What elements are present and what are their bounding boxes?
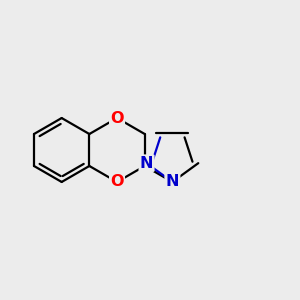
Text: N: N — [140, 156, 153, 171]
Text: N: N — [166, 175, 179, 190]
Text: O: O — [110, 110, 124, 125]
Text: O: O — [110, 175, 124, 190]
